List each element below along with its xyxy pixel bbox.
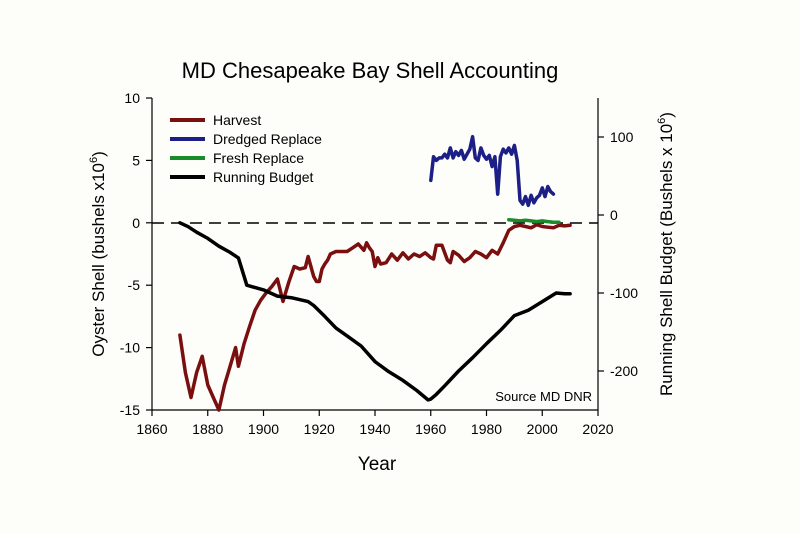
y-tick-label: -15 (120, 402, 140, 418)
series-line-fresh-replace (507, 217, 561, 224)
y-tick-label: 10 (124, 90, 140, 106)
x-tick-label: 2000 (527, 421, 558, 437)
legend-label-fresh-replace: Fresh Replace (213, 150, 304, 166)
y-axis-label-superscript: 6 (88, 157, 100, 163)
y2-tick-label: -200 (610, 363, 638, 379)
x-ticks: 1860 1880 1900 1920 1940 1960 1980 2000 2020 (136, 410, 614, 437)
y-tick-label: 0 (132, 215, 140, 231)
y-axis-label: Oyster Shell (bushels x106) (88, 151, 108, 357)
y2-tick-label: 0 (610, 207, 618, 223)
y2-tick-label: 100 (610, 129, 634, 145)
y2-axis-label: Running Shell Budget (Bushels x 106) (656, 112, 676, 396)
y2-axis-label-text: Running Shell Budget (Bushels x 10 (657, 124, 676, 396)
series-layer (178, 134, 572, 412)
y-tick-label: -10 (120, 340, 140, 356)
series-line-dredged-replace (429, 134, 556, 208)
chart-title: MD Chesapeake Bay Shell Accounting (182, 58, 559, 83)
y-tick-label: 5 (132, 152, 140, 168)
y-tick-label: -5 (128, 277, 141, 293)
x-tick-label: 2020 (582, 421, 613, 437)
y-ticks-left: -15 -10 -5 0 5 10 (120, 90, 152, 418)
series-line-running-budget (178, 221, 572, 402)
x-tick-label: 1880 (192, 421, 223, 437)
legend: Harvest Dredged Replace Fresh Replace Runni… (170, 112, 322, 185)
x-tick-label: 1920 (304, 421, 335, 437)
y-ticks-right: -200 -100 0 100 (598, 129, 638, 379)
y2-axis-label-superscript: 6 (656, 118, 668, 124)
legend-label-harvest: Harvest (213, 112, 261, 128)
x-tick-label: 1860 (136, 421, 167, 437)
legend-label-running-budget: Running Budget (213, 169, 314, 185)
source-annotation: Source MD DNR (495, 389, 592, 404)
y2-tick-label: -100 (610, 285, 638, 301)
legend-label-dredged-replace: Dredged Replace (213, 131, 322, 147)
x-tick-label: 1940 (359, 421, 390, 437)
x-tick-label: 1900 (248, 421, 279, 437)
x-tick-label: 1980 (471, 421, 502, 437)
x-tick-label: 1960 (415, 421, 446, 437)
y-axis-label-end: ) (89, 151, 108, 157)
x-axis-label: Year (358, 454, 397, 475)
y2-axis-label-end: ) (657, 112, 676, 118)
series-line-harvest (178, 222, 572, 412)
y-axis-label-text: Oyster Shell (bushels x10 (89, 163, 108, 357)
